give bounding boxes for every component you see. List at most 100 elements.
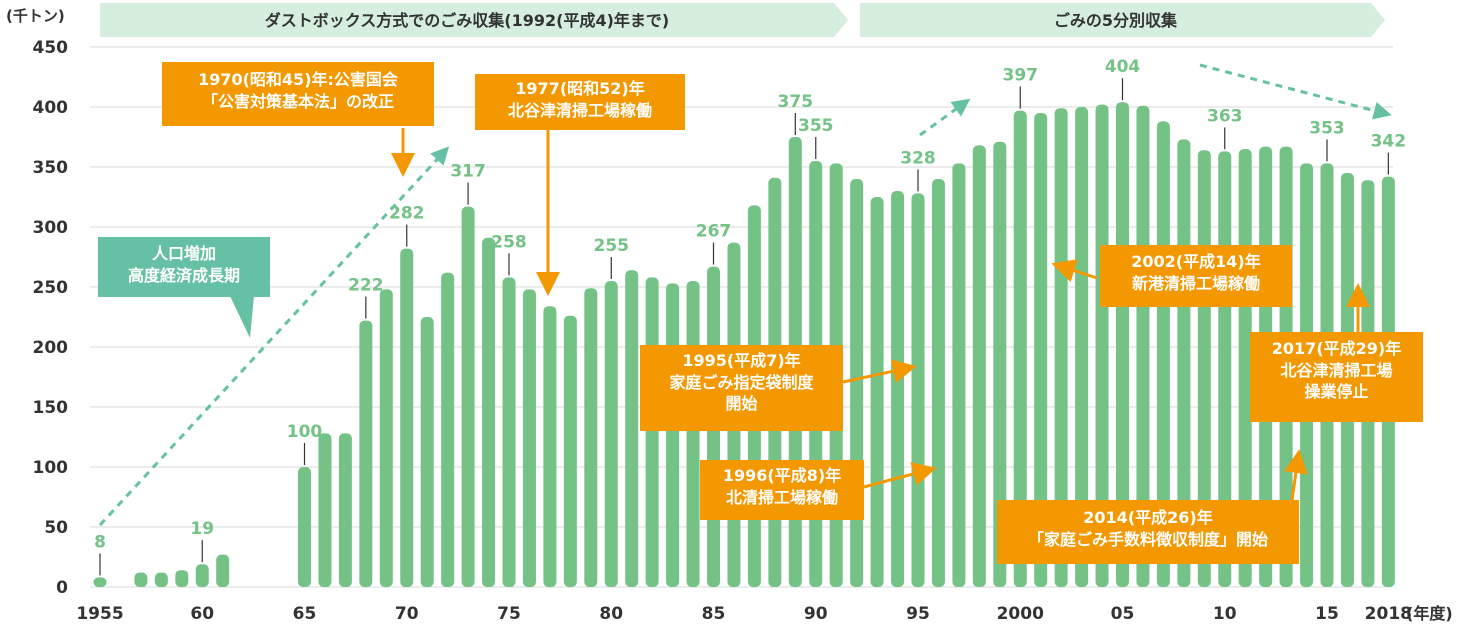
- x-tick-1970: 70: [395, 604, 419, 624]
- callout-arrow-5: [1051, 259, 1098, 283]
- period-banner-2: [860, 3, 1385, 37]
- bar-1975: [502, 277, 516, 587]
- callout-plant-1977-line2: 北谷津清掃工場稼働: [507, 100, 652, 120]
- callout-arrow-4: [863, 462, 937, 489]
- bar-1971: [420, 317, 434, 587]
- callout-fee-2014-line1: 2014(平成26)年: [1083, 508, 1213, 527]
- bar-1995: [911, 193, 925, 587]
- bar-2003: [1075, 107, 1089, 587]
- x-tick-1980: 80: [599, 604, 623, 624]
- x-tick-1960: 60: [190, 604, 214, 624]
- bar-1959: [175, 570, 189, 587]
- data-label-1965: 100: [287, 422, 323, 442]
- bar-1998: [972, 145, 986, 587]
- callout-stop-2017: 2017(平成29)年 北谷津清掃工場 操業停止: [1250, 332, 1423, 422]
- bar-1967: [338, 433, 352, 587]
- data-label-1973: 317: [450, 162, 486, 182]
- bar-1957: [134, 572, 148, 587]
- y-tick-450: 450: [33, 38, 69, 58]
- bar-2004: [1095, 104, 1109, 587]
- callout-bags-1995-line2: 家庭ごみ指定袋制度: [669, 372, 814, 392]
- callout-stop-2017-line1: 2017(平成29)年: [1271, 339, 1402, 358]
- trend-arrow-3: [1199, 63, 1392, 120]
- x-tick-2000: 2000: [997, 604, 1044, 624]
- callout-bags-1995-line1: 1995(平成7)年: [682, 351, 801, 370]
- data-label-2010: 363: [1207, 106, 1243, 126]
- x-tick-2018: 2018: [1365, 604, 1412, 624]
- y-tick-250: 250: [33, 278, 69, 298]
- data-label-2015: 353: [1309, 118, 1345, 138]
- x-tick-1955: 1955: [76, 604, 123, 624]
- callout-arrow-3: [842, 359, 917, 384]
- data-label-1970: 282: [389, 204, 425, 224]
- bar-2001: [1034, 113, 1048, 587]
- y-tick-300: 300: [33, 218, 69, 238]
- bar-1980: [604, 281, 618, 587]
- callout-fee-2014-line2: 「家庭ごみ手数料徴収制度」開始: [1027, 529, 1268, 549]
- callout-plant-1977: 1977(昭和52)年 北谷津清掃工場稼働: [475, 74, 685, 130]
- bar-1974: [482, 237, 496, 588]
- y-tick-0: 0: [56, 578, 68, 598]
- bar-1973: [461, 206, 475, 587]
- x-tick-2010: 10: [1213, 604, 1237, 624]
- callout-plant-1977-line1: 1977(昭和52)年: [515, 79, 645, 98]
- data-label-1985: 267: [696, 222, 732, 242]
- bar-1966: [318, 433, 332, 587]
- x-unit-label: (年度): [1406, 604, 1453, 623]
- bar-1961: [216, 554, 230, 587]
- bar-2000: [1013, 110, 1027, 587]
- bar-1958: [154, 572, 168, 587]
- bar-1994: [891, 191, 905, 587]
- bar-2007: [1156, 121, 1170, 588]
- y-tick-50: 50: [44, 518, 68, 538]
- callout-bags-1995-line3: 開始: [725, 394, 758, 414]
- y-tick-100: 100: [33, 458, 69, 478]
- callout-plant-2002-line2: 新港清掃工場稼働: [1131, 273, 1260, 293]
- callout-plant-1996-line2: 北清掃工場稼働: [725, 487, 838, 507]
- period-label-2: ごみの5分別収集: [1054, 11, 1178, 30]
- bar-1993: [870, 197, 884, 587]
- period-banner-1: [100, 3, 848, 37]
- bar-1996: [931, 179, 945, 587]
- callout-plant-1996-line1: 1996(平成8)年: [722, 466, 842, 485]
- bar-2006: [1136, 105, 1150, 588]
- bar-1976: [522, 289, 536, 587]
- data-label-1980: 255: [594, 236, 630, 256]
- callout-growth-pointer: [230, 296, 254, 338]
- callout-bags-1995: 1995(平成7)年 家庭ごみ指定袋制度 開始: [640, 345, 843, 431]
- x-tick-1995: 95: [906, 604, 930, 624]
- period-label-1: ダストボックス方式でのごみ収集(1992(平成4)年まで): [265, 11, 669, 30]
- data-label-2000: 397: [1003, 66, 1039, 86]
- callout-law-1970-line1: 1970(昭和45)年:公害国会: [198, 70, 398, 89]
- data-label-1968: 222: [348, 276, 384, 296]
- data-label-1990: 355: [798, 116, 834, 136]
- callout-stop-2017-line2: 北谷津清掃工場: [1280, 360, 1393, 380]
- bar-1999: [993, 141, 1007, 588]
- bar-1979: [584, 288, 598, 587]
- y-unit-label: (千トン): [6, 7, 65, 25]
- data-label-1955: 8: [94, 532, 106, 552]
- x-tick-2015: 15: [1315, 604, 1339, 624]
- trend-arrow-2: [919, 98, 971, 137]
- bar-1965: [298, 467, 311, 587]
- bar-1981: [625, 270, 639, 587]
- data-label-1989: 375: [778, 92, 814, 112]
- trend-arrow-1: [98, 146, 450, 527]
- x-tick-1985: 85: [702, 604, 726, 624]
- bar-1997: [952, 163, 966, 587]
- data-label-2018: 342: [1371, 132, 1407, 152]
- callout-law-1970-line2: 「公害対策基本法」の改正: [201, 91, 394, 111]
- y-tick-350: 350: [33, 158, 69, 178]
- bar-2005: [1116, 102, 1129, 587]
- bar-1955: [93, 577, 107, 587]
- callout-arrow-6: [1283, 449, 1308, 501]
- bar-1984: [686, 281, 700, 587]
- bar-1968: [359, 320, 373, 587]
- callout-plant-2002: 2002(平成14)年 新港清掃工場稼働: [1100, 245, 1292, 307]
- x-tick-2005: 05: [1111, 604, 1135, 624]
- bar-1960: [195, 564, 209, 587]
- y-tick-400: 400: [33, 98, 69, 118]
- bar-1969: [379, 289, 393, 587]
- callout-stop-2017-line3: 操業停止: [1304, 382, 1369, 402]
- bar-2002: [1054, 108, 1068, 587]
